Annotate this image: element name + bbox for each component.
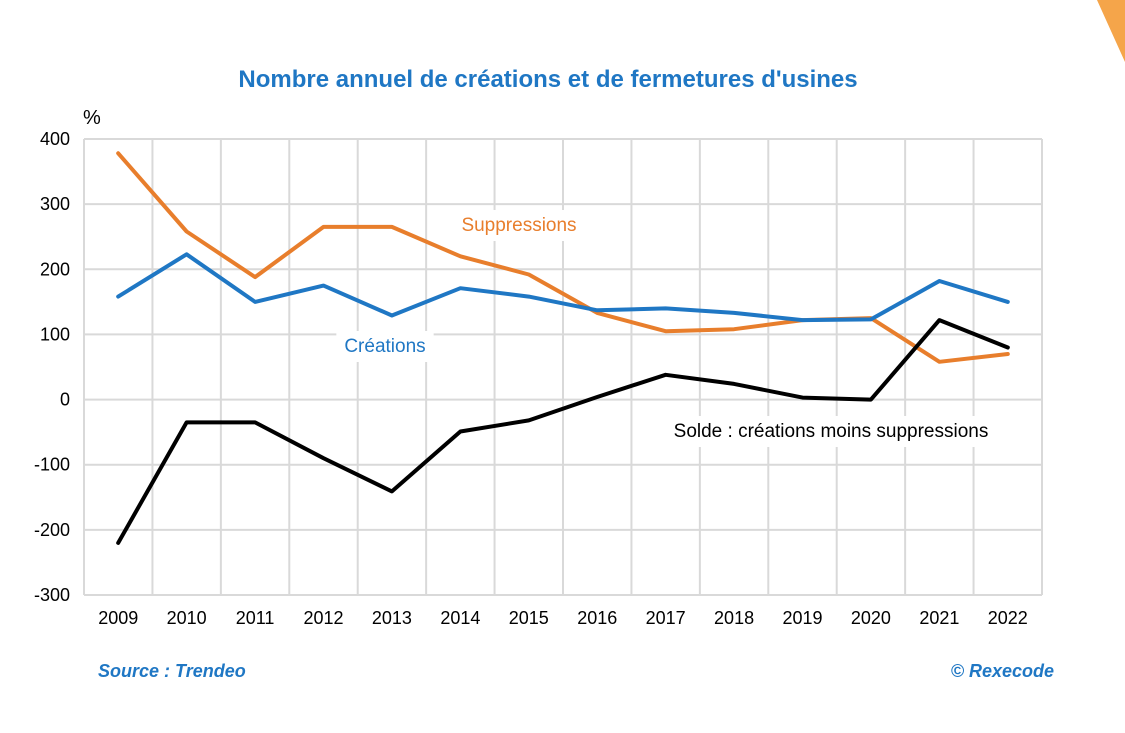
y-tick-label: 100: [40, 324, 70, 344]
creations-label: Créations: [344, 336, 425, 357]
y-tick-label: -100: [34, 455, 70, 475]
suppressions-label-background: [453, 210, 585, 241]
grid: [83, 138, 1043, 596]
x-tick-label: 2014: [440, 608, 480, 628]
x-tick-label: 2018: [714, 608, 754, 628]
y-tick-label: 0: [60, 390, 70, 410]
creations-label-background: [336, 331, 434, 362]
x-tick-label: 2021: [919, 608, 959, 628]
copyright-note: © Rexecode: [951, 661, 1054, 681]
y-axis-ticks: 400 300 200 100 0 -100 -200 -300: [34, 129, 70, 605]
x-axis-ticks: 2009 2010 2011 2012 2013 2014 2015 2016 2017 2018…: [98, 608, 1028, 628]
chart-title: Nombre annuel de créations et de fermetu…: [238, 66, 857, 93]
y-tick-label: -300: [34, 585, 70, 605]
y-tick-label: 400: [40, 129, 70, 149]
x-tick-label: 2020: [851, 608, 891, 628]
corner-accent-shape: [1097, 0, 1125, 62]
creations-line: [116, 252, 1010, 323]
source-note: Source : Trendeo: [98, 661, 246, 681]
series-labels: Suppressions Créations Solde : créations m…: [336, 210, 997, 447]
y-tick-label: -200: [34, 520, 70, 540]
x-tick-label: 2011: [236, 608, 275, 628]
y-tick-label: 200: [40, 259, 70, 279]
x-tick-label: 2017: [646, 608, 686, 628]
series-lines: [116, 151, 1010, 545]
suppressions-label: Suppressions: [461, 215, 576, 236]
x-tick-label: 2009: [98, 608, 138, 628]
x-tick-label: 2019: [782, 608, 822, 628]
x-tick-label: 2022: [988, 608, 1028, 628]
y-tick-label: 300: [40, 194, 70, 214]
solde-label-background: [665, 416, 997, 447]
x-tick-label: 2012: [303, 608, 343, 628]
solde-label: Solde : créations moins suppressions: [674, 421, 989, 442]
x-tick-label: 2013: [372, 608, 412, 628]
y-axis-unit: %: [83, 107, 101, 129]
solde-line: [116, 318, 1010, 545]
x-tick-label: 2010: [167, 608, 207, 628]
x-tick-label: 2015: [509, 608, 549, 628]
x-tick-label: 2016: [577, 608, 617, 628]
